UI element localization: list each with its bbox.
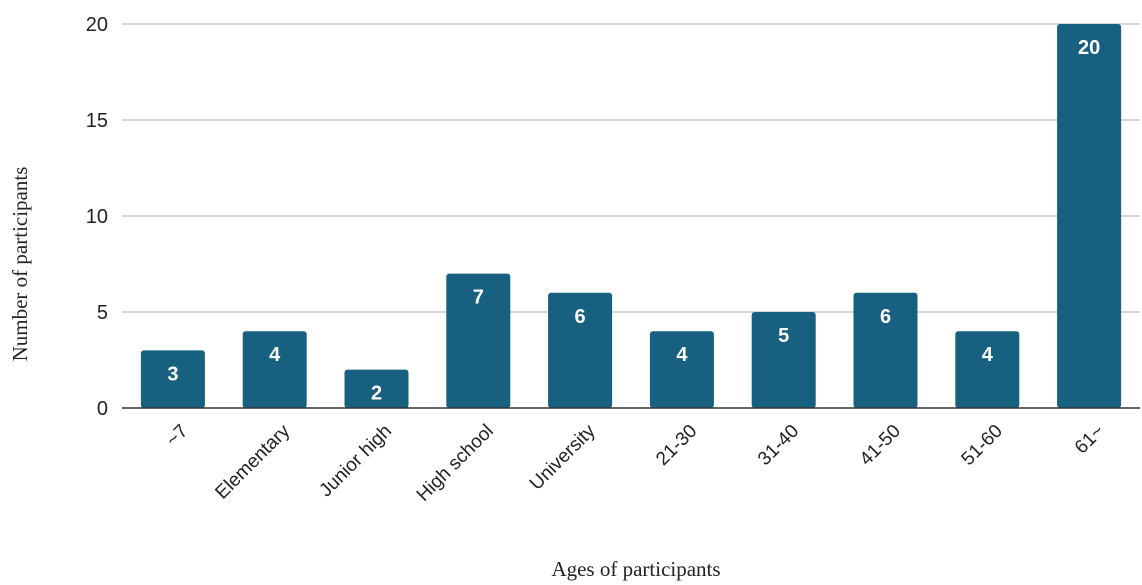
bar	[751, 312, 816, 408]
bar-value-label: 6	[575, 306, 586, 328]
bar-value-label: 20	[1078, 37, 1100, 59]
bar	[1057, 24, 1122, 408]
bar	[955, 331, 1020, 408]
y-tick-label: 20	[86, 14, 108, 36]
bar-value-label: 4	[676, 344, 688, 366]
x-axis-ticks: ~7 Elementary Junior high High school Univer…	[162, 420, 1108, 505]
y-axis-ticks: 0 5 10 15 20	[86, 14, 108, 420]
x-axis-title: Ages of participants	[551, 557, 720, 581]
bar-value-label: 6	[880, 306, 891, 328]
x-tick-label: 41-50	[856, 421, 905, 470]
x-tick-label: University	[526, 420, 600, 494]
bar	[853, 292, 918, 408]
y-tick-label: 10	[86, 206, 108, 228]
gridlines	[122, 23, 1140, 313]
bar	[140, 350, 205, 408]
bar-value-label: 4	[269, 344, 281, 366]
y-tick-label: 5	[97, 302, 108, 324]
bar	[242, 331, 307, 408]
y-axis-title: Number of participants	[8, 167, 32, 362]
x-tick-label: ~7	[162, 421, 192, 451]
bar-value-label: 5	[778, 325, 789, 347]
bar	[649, 331, 714, 408]
x-tick-label: 31-40	[754, 421, 803, 470]
bar	[548, 292, 613, 408]
x-tick-label: 61~	[1071, 421, 1109, 459]
x-tick-label: 21-30	[652, 421, 701, 470]
bar-value-label: 3	[167, 363, 178, 385]
bar	[446, 273, 511, 408]
x-tick-label: Elementary	[211, 420, 294, 503]
x-tick-label: Junior high	[315, 421, 396, 502]
bar	[344, 369, 409, 408]
x-tick-label: 51-60	[958, 421, 1007, 470]
bar-value-label: 7	[473, 287, 484, 309]
x-tick-label: High school	[413, 421, 498, 506]
bars: 3 4 2 7 6 4 5 6 4 20	[140, 24, 1122, 408]
bar-value-label: 4	[982, 344, 994, 366]
y-tick-label: 15	[86, 110, 108, 132]
bar-value-label: 2	[371, 383, 382, 405]
y-tick-label: 0	[97, 398, 108, 420]
